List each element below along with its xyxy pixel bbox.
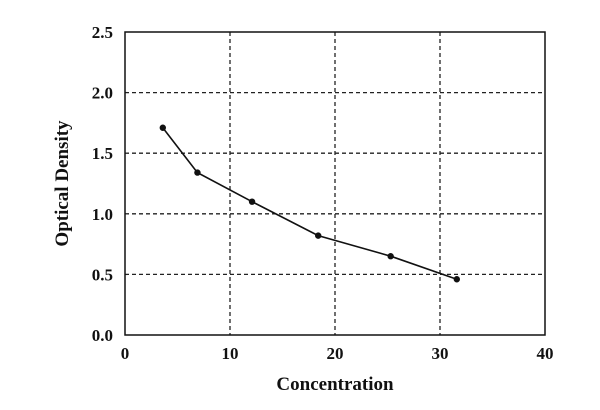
x-tick-label: 10: [222, 344, 239, 363]
plot-frame: [124, 31, 546, 336]
y-tick-label: 1.5: [92, 144, 113, 163]
x-tick-label: 30: [432, 344, 449, 363]
data-point: [453, 276, 460, 283]
y-axis-label: Optical Density: [52, 120, 73, 247]
x-tick-label: 40: [537, 344, 554, 363]
grid-lines: [125, 32, 545, 335]
data-point: [248, 198, 256, 205]
data-points: [159, 124, 460, 283]
data-point: [315, 232, 322, 239]
y-tick-labels: 0.0 0.5 1.0 1.5 2.0 2.5: [92, 23, 113, 345]
x-axis-label: Concentration: [276, 374, 394, 395]
data-point: [194, 169, 201, 176]
y-tick-label: 0.5: [92, 265, 113, 284]
data-point: [159, 124, 166, 131]
data-point: [387, 253, 394, 260]
x-tick-labels: 0 10 20 30 40: [121, 344, 554, 363]
y-tick-label: 0.0: [92, 326, 113, 345]
x-tick-label: 0: [121, 344, 130, 363]
series-line: [162, 127, 458, 280]
y-tick-label: 2.0: [92, 84, 113, 103]
y-tick-label: 1.0: [92, 205, 113, 224]
y-tick-label: 2.5: [92, 23, 113, 42]
x-tick-label: 20: [327, 344, 344, 363]
